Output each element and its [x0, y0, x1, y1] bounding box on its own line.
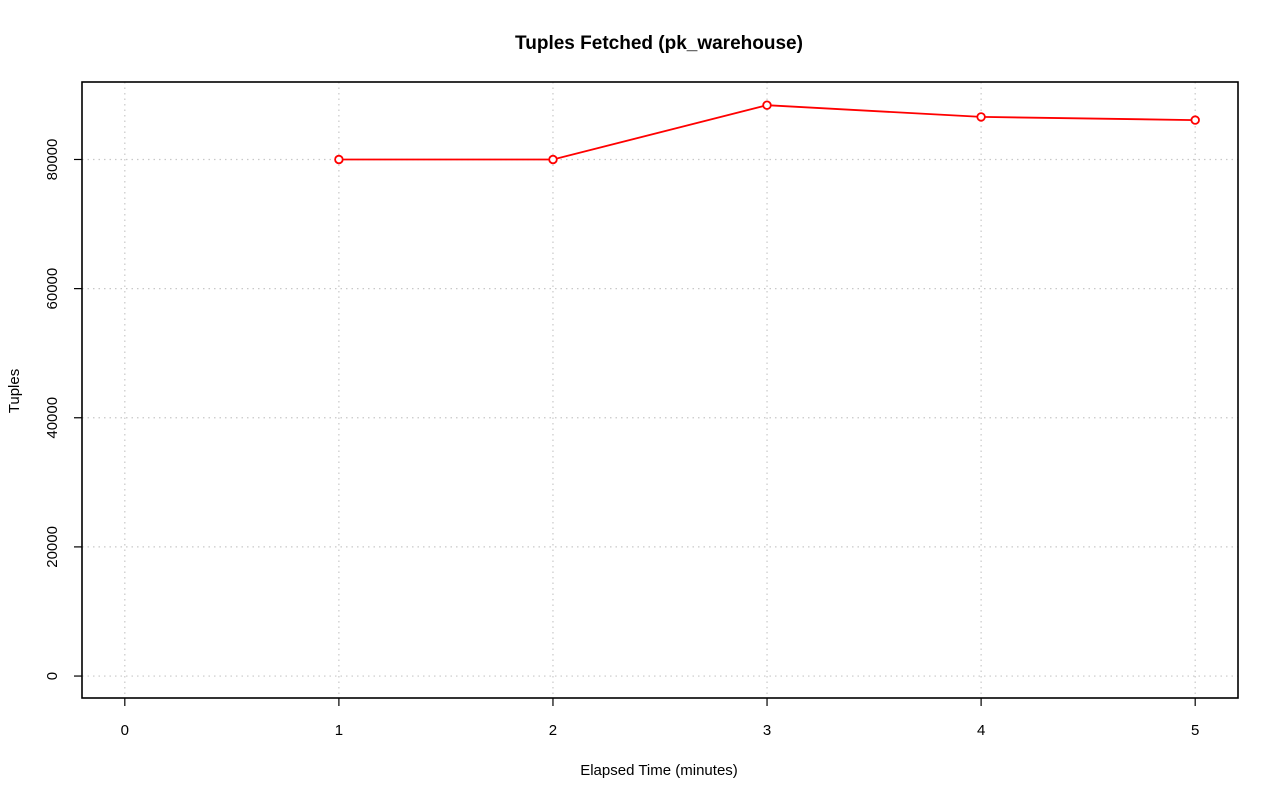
- plot-frame: [81, 81, 1239, 699]
- chart-title: Tuples Fetched (pk_warehouse): [515, 33, 803, 54]
- grid: [82, 82, 1238, 698]
- axis-ticks: 0 1 2 3 4 5 0 20000 40000 60000 80000: [44, 139, 1199, 739]
- x-tick-label: 5: [1191, 722, 1199, 739]
- data-point: [976, 112, 986, 122]
- y-tick-label: 20000: [44, 526, 61, 568]
- y-tick-label: 40000: [44, 397, 61, 439]
- x-tick-label: 4: [977, 722, 985, 739]
- y-tick-label: 60000: [44, 268, 61, 310]
- data-point: [1190, 115, 1200, 125]
- y-tick-label: 0: [44, 672, 61, 680]
- data-point: [548, 154, 558, 165]
- x-axis-label: Elapsed Time (minutes): [580, 762, 738, 779]
- y-axis-label: Tuples: [6, 369, 23, 413]
- series-layer: [334, 100, 1200, 165]
- x-tick-label: 1: [335, 722, 343, 739]
- x-tick-label: 0: [121, 722, 129, 739]
- data-point: [762, 100, 772, 110]
- data-point: [334, 154, 344, 165]
- x-tick-label: 2: [549, 722, 557, 739]
- x-tick-label: 3: [763, 722, 771, 739]
- y-tick-label: 80000: [44, 139, 61, 181]
